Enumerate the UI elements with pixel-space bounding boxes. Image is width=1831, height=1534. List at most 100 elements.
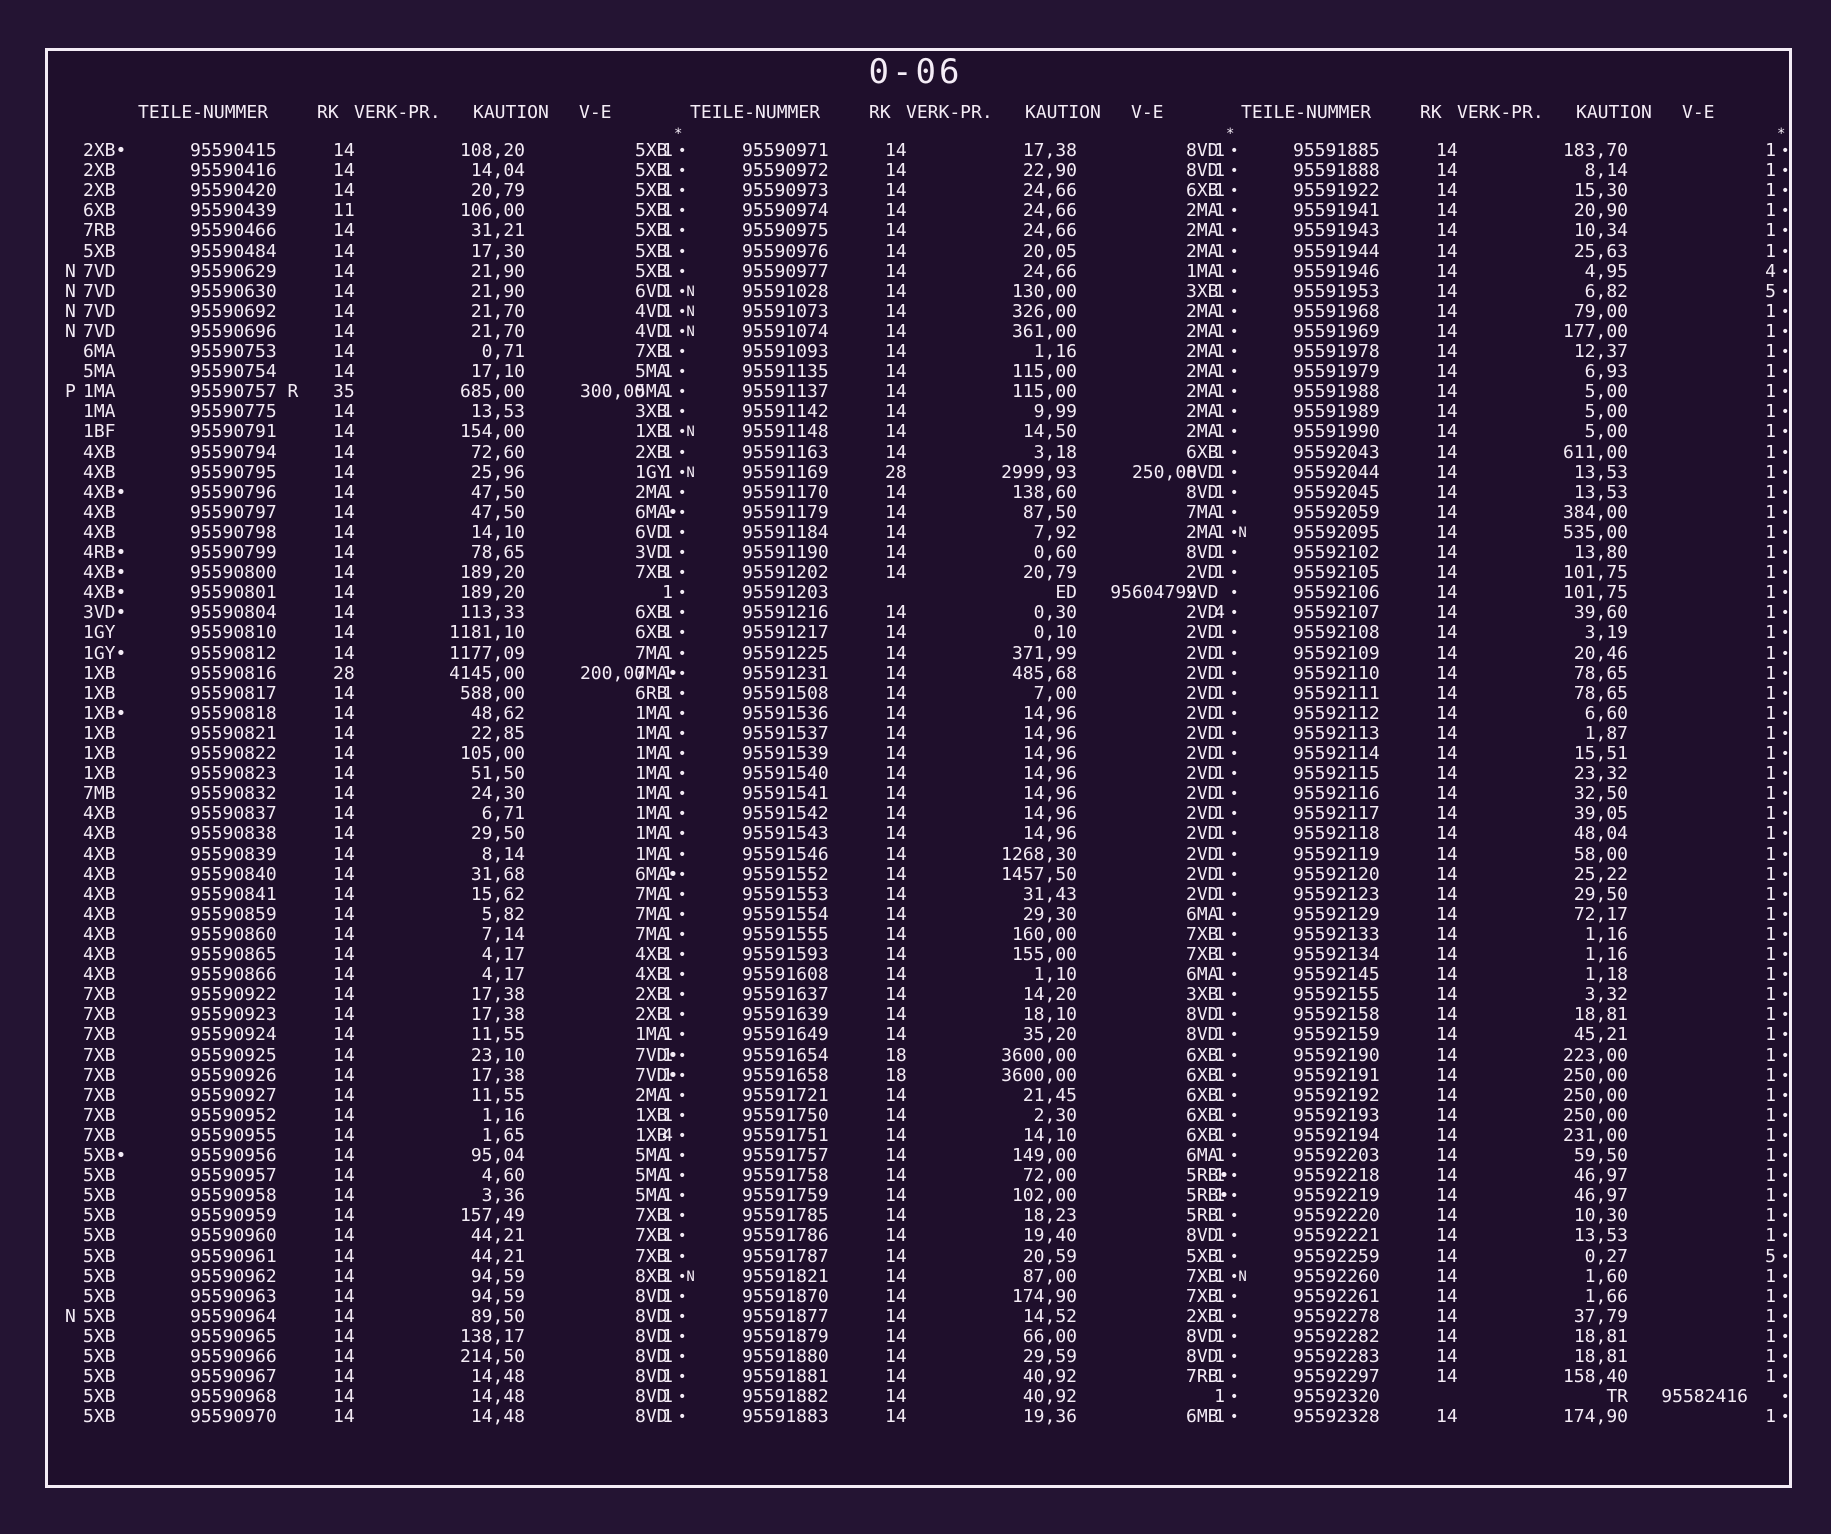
- cell-mark: •N: [678, 303, 695, 320]
- cell-rk: 14: [1436, 562, 1458, 584]
- cell-flag: N: [65, 320, 76, 342]
- cell-part: 95592297: [1293, 1366, 1380, 1388]
- cell-ve: 1: [1765, 521, 1776, 543]
- cell-price: 72,17: [1573, 903, 1628, 925]
- cell-price: 250,00: [1562, 1064, 1628, 1086]
- cell-mark: •: [1781, 665, 1790, 682]
- cell-code: 6XB: [1186, 1064, 1219, 1086]
- cell-price: 13,80: [1573, 542, 1628, 563]
- cell-ve: 1: [1765, 1004, 1776, 1026]
- cell-price: 183,70: [1562, 140, 1628, 161]
- cell-price: 22,85: [470, 722, 525, 744]
- cell-ve: 1: [1765, 843, 1776, 865]
- cell-ve: 1: [1765, 140, 1776, 161]
- cell-code: 2VD: [1186, 562, 1219, 584]
- cell-rk: 14: [1436, 582, 1458, 604]
- cell-code: 5RB•: [1186, 1185, 1230, 1207]
- cell-mark: •: [678, 1349, 687, 1365]
- table-row: 8VD 95591885 14 183,70 1 •: [0, 141, 1831, 161]
- cell-ve: 1: [662, 622, 673, 644]
- cell-rk: 14: [333, 180, 355, 202]
- cell-price: 101,75: [1562, 582, 1628, 604]
- cell-mark: •: [1781, 766, 1790, 783]
- cell-mark: •: [678, 1087, 687, 1104]
- cell-rk: 14: [333, 481, 355, 503]
- cell-ve: 1: [662, 1406, 673, 1428]
- cell-mark: •: [678, 1369, 687, 1386]
- cell-ve: 1: [1765, 1305, 1776, 1327]
- cell-price: 113,33: [459, 602, 525, 624]
- cell-rk: 14: [333, 903, 355, 925]
- cell-ve: 1: [1765, 1406, 1776, 1428]
- cell-part: 95592155: [1293, 984, 1380, 1006]
- cell-ve: 4: [1765, 260, 1776, 282]
- cell-part: 95590692: [190, 300, 277, 322]
- cell-rk: 14: [1436, 1124, 1458, 1146]
- cell-ve: 1: [662, 300, 673, 322]
- cell-rk: 14: [333, 220, 355, 242]
- cell-ve: 1: [1765, 421, 1776, 443]
- cell-mark: •: [678, 1168, 687, 1185]
- cell-ve: 1: [1765, 1165, 1776, 1187]
- table-row: 5XB 95590968 14 14,48 1 •: [0, 1387, 1831, 1407]
- cell-rk: 14: [333, 1285, 355, 1307]
- table-row: P 1MA 95590757 R 35 685,00 300,00 1 •: [0, 382, 1831, 402]
- cell-ve: 1: [662, 863, 673, 885]
- table-row: 1BF 95590791 14 154,00 1 •N: [0, 422, 1831, 442]
- cell-ve: 1: [662, 1165, 673, 1187]
- table-row: 1XB 95590822 14 105,00 1 •: [0, 744, 1831, 764]
- table-row: 1GY 95590810 14 1181,10 1 •: [0, 623, 1831, 643]
- cell-code: 8VD: [1186, 461, 1219, 483]
- cell-code: 4RB•: [83, 542, 127, 563]
- table-row: 8VD 95591888 14 8,14 1 •: [0, 161, 1831, 181]
- cell-part: 95592123: [1293, 883, 1380, 905]
- cell-rk: 14: [333, 803, 355, 825]
- table-row: 8VD 95592282 14 18,81 1 •: [0, 1326, 1831, 1347]
- cell-price: 78,65: [1573, 662, 1628, 684]
- cell-price: 23,10: [470, 1044, 525, 1066]
- cell-code: 1XB•: [83, 702, 127, 724]
- cell-code: 4XB: [83, 944, 116, 965]
- table-row: 1XB 95590816 28 4145,00 200,00 1 •: [0, 662, 1831, 684]
- cell-part: 95590922: [190, 984, 277, 1006]
- cell-part: 95590798: [190, 521, 277, 543]
- table-row: 2MA 95591989 14 5,00 1 •: [0, 402, 1831, 422]
- cell-mark: •: [1781, 1369, 1790, 1386]
- header-verk-pr: VERK-PR.: [1457, 102, 1544, 123]
- cell-part: 95592145: [1293, 964, 1380, 986]
- cell-rk: 14: [333, 642, 355, 664]
- cell-rk: 14: [333, 944, 355, 965]
- cell-code: 1MA: [1186, 260, 1219, 282]
- cell-ve: 1: [1765, 240, 1776, 262]
- table-row: 8VD 95592102 14 13,80 1 •: [0, 543, 1831, 563]
- cell-mark: •: [1781, 926, 1790, 943]
- cell-part: 95592113: [1293, 722, 1380, 744]
- cell-kaution: 200,00: [579, 662, 645, 684]
- table-row: 2VD 95592120 14 25,22 1 •: [0, 864, 1831, 885]
- cell-rk: 14: [1436, 501, 1458, 523]
- cell-ve: 1: [662, 843, 673, 865]
- cell-part: 95590804: [190, 602, 277, 624]
- cell-code: 8VD: [1186, 481, 1219, 503]
- table-row: 2MA 95591943 14 10,34 1 •: [0, 221, 1831, 241]
- cell-price: 78,65: [1573, 682, 1628, 704]
- cell-mark: •: [678, 504, 687, 521]
- cell-rk: 14: [1436, 702, 1458, 724]
- cell-part: 95592203: [1293, 1145, 1380, 1166]
- cell-rk: 14: [1436, 662, 1458, 684]
- cell-price: 611,00: [1562, 441, 1628, 463]
- cell-ve: 1: [1765, 964, 1776, 986]
- cell-flag: N: [65, 260, 76, 282]
- cell-rk: 14: [1436, 521, 1458, 543]
- cell-mark: •: [678, 926, 687, 943]
- cell-code: 2VD: [1186, 743, 1219, 764]
- cell-part: 95590484: [190, 240, 277, 262]
- cell-price: 223,00: [1562, 1044, 1628, 1066]
- table-row: 6MA 95592129 14 72,17 1 •: [0, 903, 1831, 925]
- cell-part: 95592191: [1293, 1064, 1380, 1086]
- table-row: 4XB 95590795 14 25,96 1 •N: [0, 462, 1831, 483]
- cell-code: 2MA: [1186, 240, 1219, 262]
- cell-rk: 14: [1436, 1084, 1458, 1106]
- cell-mark: •: [678, 1208, 687, 1225]
- table-row: 4XB 95590860 14 7,14 1 •: [0, 924, 1831, 945]
